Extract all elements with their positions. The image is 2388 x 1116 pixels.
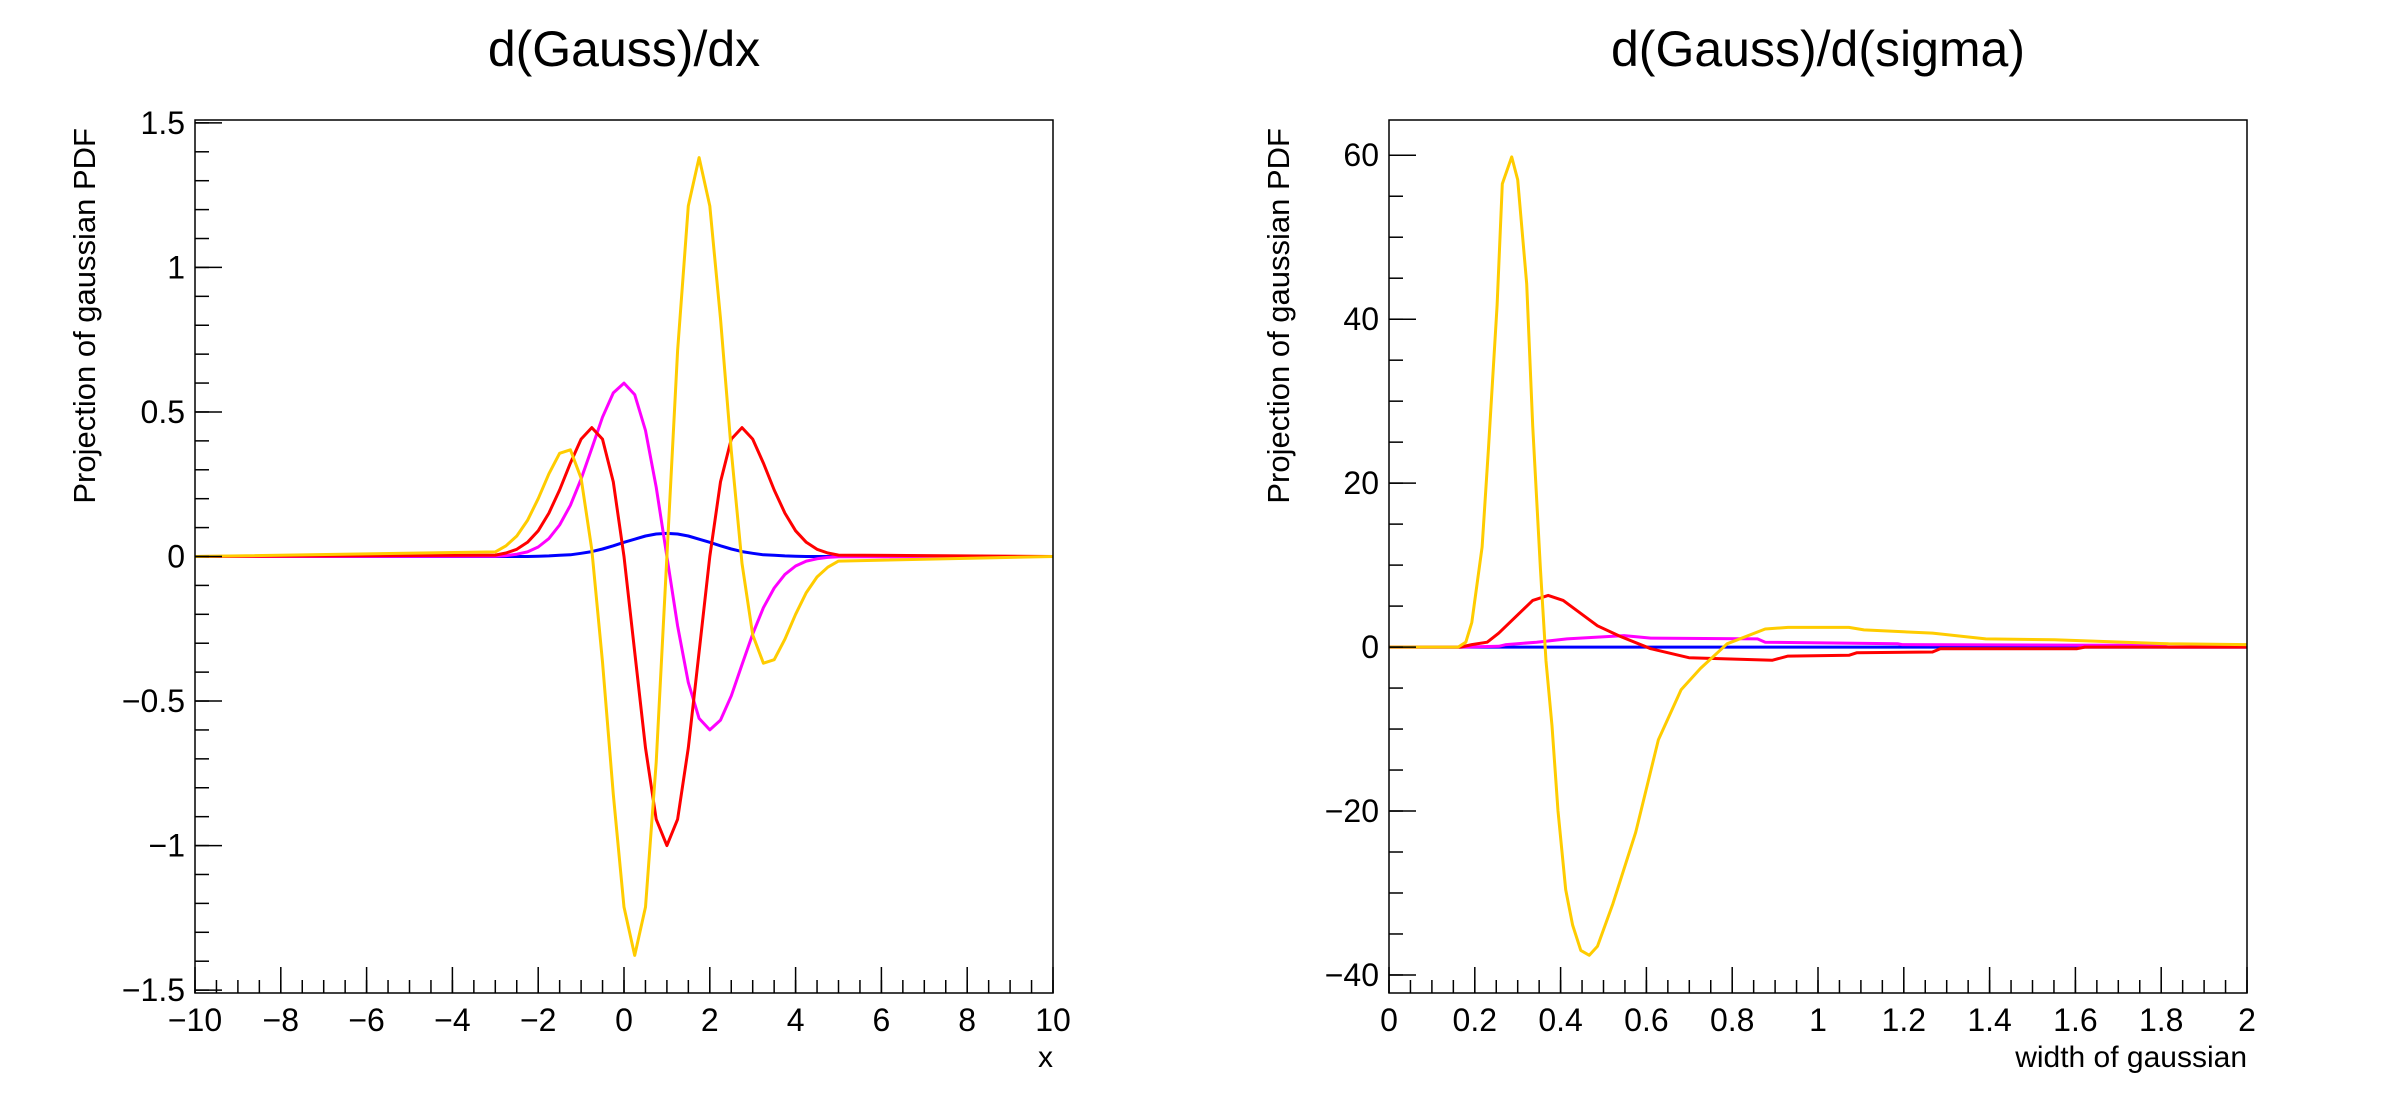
- x-tick-label: 1: [1809, 1002, 1827, 1038]
- x-tick-label: 0.8: [1710, 1002, 1754, 1038]
- x-tick-label: −6: [348, 1002, 384, 1038]
- y-tick-label: −1: [149, 828, 185, 864]
- series-line-4: [194, 156, 1054, 957]
- y-tick-label: 0: [1361, 629, 1379, 665]
- y-tick-label: 0.5: [141, 394, 185, 430]
- x-tick-label: 0: [1380, 1002, 1398, 1038]
- y-tick-label: 1: [167, 249, 185, 285]
- x-tick-label: 1.2: [1882, 1002, 1926, 1038]
- series-line-2: [1389, 634, 2247, 649]
- y-tick-label: 60: [1343, 137, 1379, 173]
- chart-title: d(Gauss)/dx: [488, 21, 760, 77]
- x-tick-label: 0.2: [1453, 1002, 1497, 1038]
- plot-frame: [1388, 119, 2248, 994]
- y-tick-label: −20: [1325, 793, 1379, 829]
- x-tick-label: 10: [1035, 1002, 1071, 1038]
- y-tick-label: 0: [167, 539, 185, 575]
- y-tick-label: 40: [1343, 301, 1379, 337]
- x-tick-label: −2: [520, 1002, 556, 1038]
- x-tick-label: 4: [787, 1002, 805, 1038]
- x-tick-label: 1.8: [2139, 1002, 2183, 1038]
- series-line-3: [1389, 593, 2247, 662]
- x-tick-label: −8: [263, 1002, 299, 1038]
- x-tick-label: 2: [2238, 1002, 2256, 1038]
- y-tick-label: 20: [1343, 465, 1379, 501]
- y-tick-label: 1.5: [141, 105, 185, 141]
- x-tick-label: 1.4: [1967, 1002, 2011, 1038]
- x-tick-label: −4: [434, 1002, 470, 1038]
- x-axis-label: x: [1038, 1041, 1053, 1074]
- y-tick-label: −0.5: [122, 683, 185, 719]
- x-tick-label: 0.6: [1624, 1002, 1668, 1038]
- y-axis-label: Projection of gaussian PDF: [67, 128, 102, 504]
- series-line-3: [194, 426, 1054, 848]
- x-tick-label: 0.4: [1538, 1002, 1582, 1038]
- x-tick-label: 6: [873, 1002, 891, 1038]
- chart-title: d(Gauss)/d(sigma): [1611, 21, 2025, 77]
- x-tick-label: 8: [958, 1002, 976, 1038]
- x-tick-label: 1.6: [2053, 1002, 2097, 1038]
- y-tick-label: −40: [1325, 957, 1379, 993]
- x-tick-label: −10: [168, 1002, 222, 1038]
- x-tick-label: 2: [701, 1002, 719, 1038]
- y-axis-label: Projection of gaussian PDF: [1261, 128, 1296, 504]
- x-axis-label: width of gaussian: [2014, 1041, 2247, 1074]
- x-tick-label: 0: [615, 1002, 633, 1038]
- chart-panel-2: d(Gauss)/d(sigma) 0 0.2 0.4 0.6 0.8 1 1.2 1.4 1.6…: [1261, 21, 2256, 1074]
- chart-panel-1: d(Gauss)/dx−10 −8 −6 −4 −2 0 2 4 6 8 10−1.5−1−0.50…: [67, 21, 1071, 1074]
- series-line-4: [1389, 155, 2248, 957]
- y-tick-label: −1.5: [122, 972, 185, 1008]
